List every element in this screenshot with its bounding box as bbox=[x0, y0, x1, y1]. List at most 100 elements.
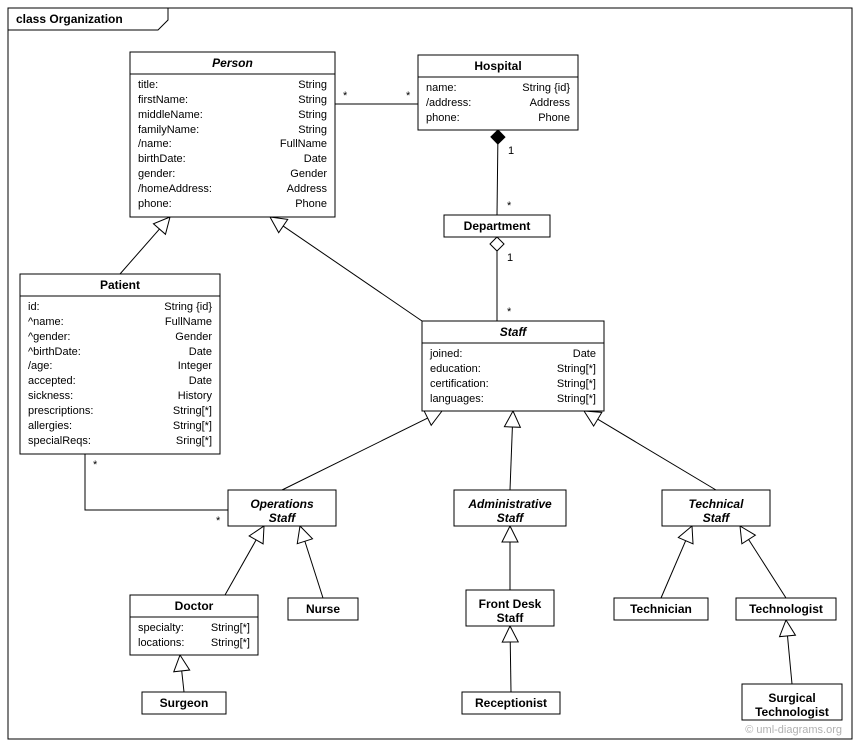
attr-type: Phone bbox=[538, 111, 570, 126]
class-FrontDeskStaff: Front DeskStaff bbox=[466, 590, 554, 626]
attr-type: String bbox=[298, 93, 327, 108]
attr-row: ^birthDate: Date bbox=[28, 345, 212, 360]
attr-type: Gender bbox=[290, 167, 327, 182]
attr-name: prescriptions: bbox=[28, 404, 103, 419]
attr-name: /homeAddress: bbox=[138, 182, 222, 197]
attr-row: languages: String[*] bbox=[430, 392, 596, 407]
attr-type: History bbox=[178, 389, 212, 404]
copyright: © uml-diagrams.org bbox=[745, 724, 842, 736]
attr-type: String bbox=[298, 78, 327, 93]
attr-name: certification: bbox=[430, 377, 499, 392]
attr-name: familyName: bbox=[138, 123, 209, 138]
attr-type: Date bbox=[189, 345, 212, 360]
attr-name: phone: bbox=[138, 197, 182, 212]
attr-row: familyName: String bbox=[138, 123, 327, 138]
class-Department: Department bbox=[444, 215, 550, 237]
attr-name: /age: bbox=[28, 359, 62, 374]
attr-type: FullName bbox=[280, 137, 327, 152]
attr-row: /address:Address bbox=[426, 96, 570, 111]
class-title: Staff bbox=[703, 511, 730, 525]
class-title: Operations bbox=[250, 497, 314, 511]
attr-row: /name:FullName bbox=[138, 137, 327, 152]
attr-name: gender: bbox=[138, 167, 185, 182]
attr-name: ^birthDate: bbox=[28, 345, 91, 360]
class-title: Doctor bbox=[175, 599, 214, 613]
attr-type: Date bbox=[573, 347, 596, 362]
attr-type: Phone bbox=[295, 197, 327, 212]
class-title: Nurse bbox=[306, 602, 340, 616]
class-title: Technician bbox=[630, 602, 692, 616]
class-Staff: Staffjoined:Dateeducation:String[*]certi… bbox=[422, 321, 604, 411]
attr-name: allergies: bbox=[28, 419, 82, 434]
attr-row: phone: Phone bbox=[138, 197, 327, 212]
attr-type: String[*] bbox=[173, 404, 212, 419]
svg-text:*: * bbox=[507, 200, 512, 212]
class-Person: Person title:StringfirstName:Stringmiddle… bbox=[130, 52, 335, 217]
attr-type: Gender bbox=[175, 330, 212, 345]
attr-name: ^gender: bbox=[28, 330, 80, 345]
class-OperationsStaff: OperationsStaff bbox=[228, 490, 336, 526]
svg-text:1: 1 bbox=[508, 145, 514, 157]
attr-type: String[*] bbox=[557, 392, 596, 407]
class-title: Surgical bbox=[768, 691, 815, 705]
attr-row: name: String {id} bbox=[426, 81, 570, 96]
class-AdministrativeStaff: AdministrativeStaff bbox=[454, 490, 566, 526]
attr-type: Address bbox=[530, 96, 570, 111]
attr-type: String[*] bbox=[557, 377, 596, 392]
class-attrs: title:StringfirstName:StringmiddleName:S… bbox=[130, 74, 335, 217]
class-Patient: Patientid:String {id}^name:FullName^gend… bbox=[20, 274, 220, 454]
class-title: Receptionist bbox=[475, 696, 547, 710]
attr-row: prescriptions: String[*] bbox=[28, 404, 212, 419]
class-attrs: name: String {id}/address:Addressphone: Ph… bbox=[418, 77, 578, 130]
attr-type: String {id} bbox=[164, 300, 212, 315]
diagram-svg: class Organization****1*1*Persontitle:St… bbox=[0, 0, 860, 747]
attr-name: ^name: bbox=[28, 315, 74, 330]
class-title: Person bbox=[212, 56, 253, 70]
attr-name: languages: bbox=[430, 392, 494, 407]
class-title: Surgeon bbox=[160, 696, 209, 710]
attr-row: education: String[*] bbox=[430, 362, 596, 377]
attr-row: specialReqs:Sring[*] bbox=[28, 434, 212, 449]
class-title: Front Desk bbox=[479, 597, 542, 611]
class-Hospital: Hospital name: String {id}/address:Address… bbox=[418, 55, 578, 130]
class-Technician: Technician bbox=[614, 598, 708, 620]
attr-type: Date bbox=[304, 152, 327, 167]
attr-type: Date bbox=[189, 374, 212, 389]
class-title: Hospital bbox=[474, 59, 521, 73]
attr-row: phone: Phone bbox=[426, 111, 570, 126]
class-title: Patient bbox=[100, 278, 140, 292]
attr-row: /age:Integer bbox=[28, 359, 212, 374]
attr-name: education: bbox=[430, 362, 491, 377]
attr-name: locations: bbox=[138, 636, 194, 651]
class-Doctor: Doctorspecialty:String[*]locations:Strin… bbox=[130, 595, 258, 655]
attr-type: String bbox=[298, 123, 327, 138]
attr-type: String[*] bbox=[557, 362, 596, 377]
attr-type: Address bbox=[287, 182, 327, 197]
attr-row: certification: String[*] bbox=[430, 377, 596, 392]
attr-row: title:String bbox=[138, 78, 327, 93]
attr-row: ^gender: Gender bbox=[28, 330, 212, 345]
attr-type: String[*] bbox=[173, 419, 212, 434]
svg-text:1: 1 bbox=[507, 252, 513, 264]
class-title: Administrative bbox=[467, 497, 552, 511]
class-title: Technologist bbox=[755, 705, 829, 719]
class-title: Staff bbox=[269, 511, 296, 525]
attr-row: /homeAddress: Address bbox=[138, 182, 327, 197]
attr-name: phone: bbox=[426, 111, 470, 126]
attr-type: String[*] bbox=[211, 621, 250, 636]
attr-name: birthDate: bbox=[138, 152, 196, 167]
class-Technologist: Technologist bbox=[736, 598, 836, 620]
class-title: Department bbox=[464, 219, 531, 233]
attr-name: name: bbox=[426, 81, 467, 96]
attr-row: locations:String[*] bbox=[138, 636, 250, 651]
class-TechnicalStaff: TechnicalStaff bbox=[662, 490, 770, 526]
attr-type: String {id} bbox=[522, 81, 570, 96]
diagram-stage: class Organization****1*1*Persontitle:St… bbox=[0, 0, 860, 747]
attr-row: allergies: String[*] bbox=[28, 419, 212, 434]
attr-name: id: bbox=[28, 300, 50, 315]
svg-text:*: * bbox=[216, 515, 221, 527]
class-Nurse: Nurse bbox=[288, 598, 358, 620]
attr-type: Sring[*] bbox=[176, 434, 212, 449]
class-title: Technical bbox=[689, 497, 745, 511]
attr-row: middleName:String bbox=[138, 108, 327, 123]
